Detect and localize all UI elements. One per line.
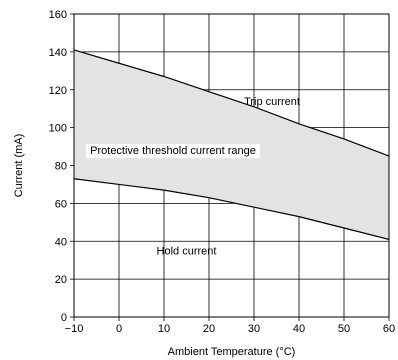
y-tick-label: 60 xyxy=(55,198,67,210)
y-tick-label: 0 xyxy=(61,312,67,324)
x-tick-label: 60 xyxy=(383,323,395,335)
x-tick-label: 10 xyxy=(158,323,170,335)
annotation: Hold current xyxy=(157,246,217,258)
x-tick-label: 50 xyxy=(338,323,350,335)
x-tick-label: 0 xyxy=(116,323,122,335)
annotation-text: Protective threshold current range xyxy=(90,145,256,157)
x-tick-label: 20 xyxy=(203,323,215,335)
y-axis-label: Current (mA) xyxy=(13,134,25,198)
trip-current-line xyxy=(73,49,390,157)
hold-current-line xyxy=(73,178,390,240)
y-tick-label: 80 xyxy=(55,161,67,173)
x-tick-label: 40 xyxy=(293,323,305,335)
annotation: Protective threshold current range xyxy=(86,144,260,159)
annotation-text: Hold current xyxy=(157,246,217,258)
x-tick-labels: −10 0 10 20 30 40 50 60 xyxy=(65,317,395,335)
y-tick-label: 160 xyxy=(49,9,67,21)
y-tick-label: 40 xyxy=(55,236,67,248)
annotations: Trip current Protective threshold current… xyxy=(86,96,300,258)
y-tick-label: 100 xyxy=(49,123,67,135)
y-tick-label: 140 xyxy=(49,47,67,59)
y-tick-label: 120 xyxy=(49,85,67,97)
y-tick-label: 20 xyxy=(55,274,67,286)
annotation-backing xyxy=(86,144,260,159)
annotation: Trip current xyxy=(244,96,300,108)
x-tick-label: −10 xyxy=(65,323,84,335)
annotation-text: Trip current xyxy=(244,96,300,108)
x-axis-label: Ambient Temperature (°C) xyxy=(168,346,296,358)
y-tick-labels: 0 20 40 60 80 100 120 140 160 xyxy=(49,9,74,324)
x-tick-label: 30 xyxy=(248,323,260,335)
